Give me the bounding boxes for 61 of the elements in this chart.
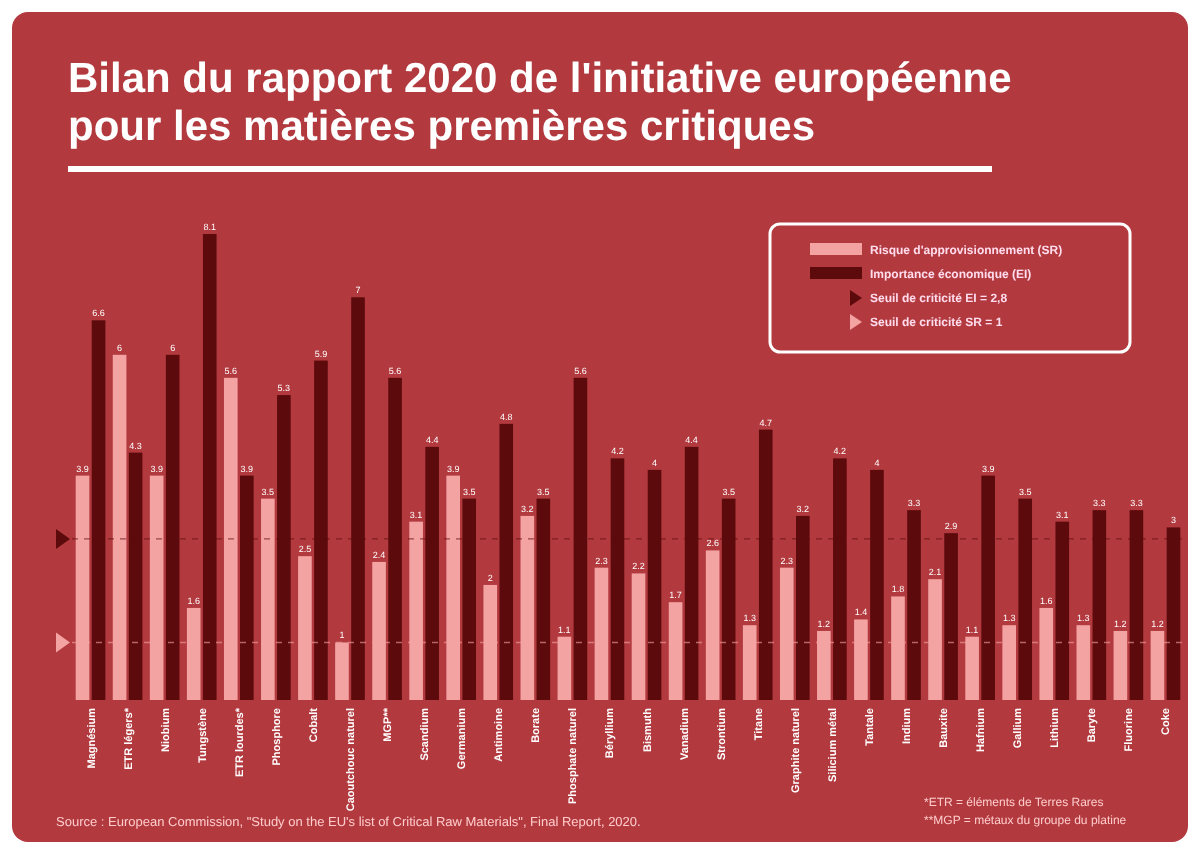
bar bbox=[758, 429, 773, 700]
bar bbox=[388, 377, 402, 700]
bar bbox=[298, 556, 312, 700]
bar bbox=[668, 602, 683, 700]
bar bbox=[277, 395, 291, 700]
bar bbox=[223, 377, 238, 700]
bar bbox=[1113, 630, 1128, 700]
bar bbox=[684, 446, 699, 700]
bar bbox=[1150, 630, 1165, 700]
bar bbox=[149, 475, 164, 700]
bar bbox=[1076, 625, 1091, 700]
bar bbox=[240, 475, 254, 700]
bar bbox=[165, 354, 180, 700]
bar bbox=[631, 573, 646, 700]
bar bbox=[409, 521, 423, 700]
bar bbox=[1055, 521, 1070, 700]
bar bbox=[981, 475, 995, 700]
bar bbox=[594, 567, 609, 700]
bar bbox=[1129, 510, 1144, 700]
bar bbox=[907, 510, 921, 700]
bar bbox=[705, 550, 720, 700]
bar bbox=[462, 498, 477, 700]
bar bbox=[796, 515, 810, 700]
bar bbox=[721, 498, 736, 700]
bar bbox=[557, 636, 572, 700]
bar bbox=[965, 636, 979, 700]
bar bbox=[75, 475, 90, 700]
bar bbox=[128, 452, 143, 700]
bar bbox=[573, 377, 588, 700]
bar bbox=[817, 630, 831, 700]
bar bbox=[1018, 498, 1033, 700]
bar bbox=[742, 625, 757, 700]
bar bbox=[870, 469, 884, 700]
bar bbox=[647, 469, 662, 700]
bar bbox=[202, 234, 217, 700]
bar bbox=[520, 515, 535, 700]
bar bbox=[536, 498, 551, 700]
bar bbox=[425, 446, 439, 700]
bar bbox=[446, 475, 460, 700]
bar bbox=[351, 297, 365, 700]
bar bbox=[1002, 625, 1016, 700]
bar bbox=[112, 354, 127, 700]
bar bbox=[833, 458, 847, 700]
bar bbox=[1039, 607, 1054, 700]
bar bbox=[314, 360, 328, 700]
bar bbox=[335, 642, 349, 700]
bar bbox=[91, 320, 106, 700]
bar bbox=[372, 561, 386, 700]
bar bbox=[499, 423, 514, 700]
bar bbox=[186, 607, 201, 700]
bar bbox=[1092, 510, 1107, 700]
bar bbox=[891, 596, 905, 700]
bar bbox=[779, 567, 794, 700]
chart-title: Bilan du rapport 2020 de l'initiative européenne pour les matières premières critiques bbox=[68, 56, 1012, 150]
bar bbox=[854, 619, 868, 700]
bar bbox=[483, 584, 498, 700]
bar bbox=[1166, 527, 1181, 700]
bar bbox=[261, 498, 275, 700]
bar bbox=[610, 458, 625, 700]
bar bbox=[928, 579, 942, 700]
bar bbox=[944, 533, 958, 700]
